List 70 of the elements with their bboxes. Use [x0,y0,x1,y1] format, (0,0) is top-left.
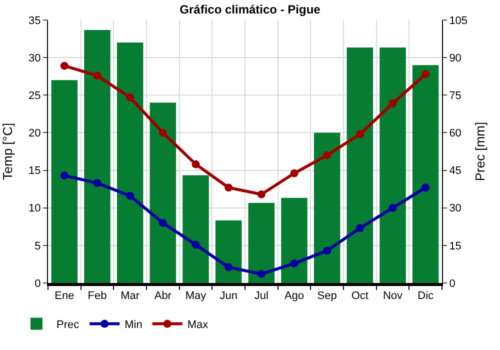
bar [182,175,209,283]
point [60,172,68,180]
x-tick-label: Feb [88,290,107,302]
point [224,184,233,192]
y-tick-label: 30 [28,52,41,64]
point [323,151,332,160]
chart-title: Gráfico climático - Pigue [180,2,321,17]
y-tick-label: 10 [28,202,41,215]
point [290,259,298,268]
point [290,169,298,178]
y2-tick-label: 90 [449,52,462,64]
bar [281,198,308,283]
y2-tick-label: 15 [449,240,462,252]
bar [84,30,110,283]
point [192,240,200,249]
point [356,130,364,138]
x-tick-label: Abr [154,290,172,302]
point [224,263,233,272]
x-tick-label: Nov [382,290,404,302]
x-tick-label: Jul [254,290,268,302]
point [93,72,102,80]
x-tick-label: Mar [120,290,140,302]
y-axis-title: Temp [°C] [0,122,15,180]
y2-tick-label: 30 [449,202,462,215]
bar [412,65,439,283]
y-tick-label: 25 [28,90,41,102]
y2-tick-label: 0 [449,278,456,290]
x-tick-label: Oct [351,290,368,302]
point [356,224,364,232]
legend-label: Min [124,319,142,332]
y2-tick-label: 60 [449,128,462,140]
point [257,270,266,278]
point [323,246,332,255]
x-tick-label: Sep [317,290,337,302]
x-tick-label: Ago [284,290,304,302]
legend-label: Prec [56,319,80,332]
point [60,62,68,70]
bar [314,132,340,283]
bar [346,48,374,283]
bar [215,220,242,283]
point [93,179,102,188]
x-tick-label: May [185,290,207,302]
y-tick-label: 35 [28,14,41,27]
y2-tick-label: 75 [449,90,462,102]
x-tick-label: Jun [220,290,238,302]
legend-label: Max [187,319,209,332]
y-tick-label: 15 [28,165,41,178]
y-tick-label: 20 [28,128,41,140]
point [388,204,397,212]
point [422,184,430,192]
y2-tick-label: 45 [449,165,462,178]
point [158,128,167,137]
bar [248,202,275,283]
point [257,190,266,198]
point [126,93,134,102]
bar [51,80,78,283]
x-tick-label: Dic [418,290,434,302]
y-tick-label: 0 [34,278,41,290]
point [422,70,430,78]
point [158,218,167,227]
y2-axis-title: Prec [mm] [472,122,488,182]
point [388,99,397,108]
y-tick-label: 5 [34,240,41,252]
point [126,192,134,200]
bar [116,42,144,283]
point [192,160,200,168]
bar [150,102,176,283]
x-tick-label: Ene [54,290,74,302]
bar [380,48,406,283]
y2-tick-label: 105 [449,14,468,27]
